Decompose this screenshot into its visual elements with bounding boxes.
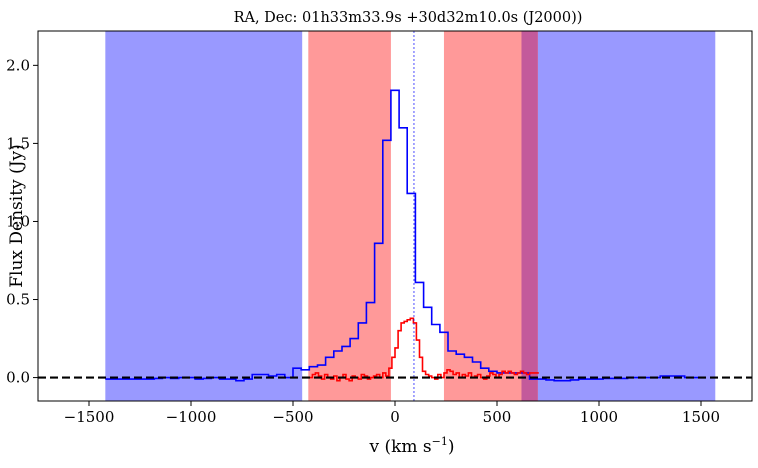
y-tick-label: 1.0	[6, 212, 30, 230]
y-tick-label: 1.5	[6, 134, 30, 152]
x-tick-label: −500	[272, 408, 313, 426]
overlap-band-1-1	[521, 31, 538, 401]
guide-lines	[38, 31, 752, 401]
x-tick-label: 500	[483, 408, 512, 426]
x-tick-label: −1500	[64, 408, 115, 426]
x-axis-label: v (km s−1)	[368, 435, 454, 457]
blue-band-1	[521, 31, 716, 401]
y-tick-label: 2.0	[6, 56, 30, 74]
y-axis-ticks: 0.0 0.5 1.0 1.5 2.0	[6, 56, 38, 387]
x-axis-ticks: −1500 −1000 −500 0 500 1000 1500	[64, 401, 720, 426]
blue-band-0	[105, 31, 303, 401]
x-tick-label: 1000	[580, 408, 618, 426]
y-tick-label: 0.5	[6, 291, 30, 309]
x-axis-label-close: )	[448, 437, 455, 457]
velocity-bands	[105, 31, 716, 401]
x-tick-label: −1000	[166, 408, 217, 426]
x-tick-label: 0	[390, 408, 400, 426]
chart-title: RA, Dec: 01h33m33.9s +30d32m10.0s (J2000…	[234, 10, 583, 26]
x-axis-label-main: v (km s	[368, 437, 431, 457]
x-axis-label-sup: −1	[432, 435, 448, 448]
y-tick-label: 0.0	[6, 369, 30, 387]
x-tick-label: 1500	[682, 408, 720, 426]
y-axis-label: Flux Density (Jy)	[7, 144, 27, 288]
series-line-0	[105, 89, 701, 382]
